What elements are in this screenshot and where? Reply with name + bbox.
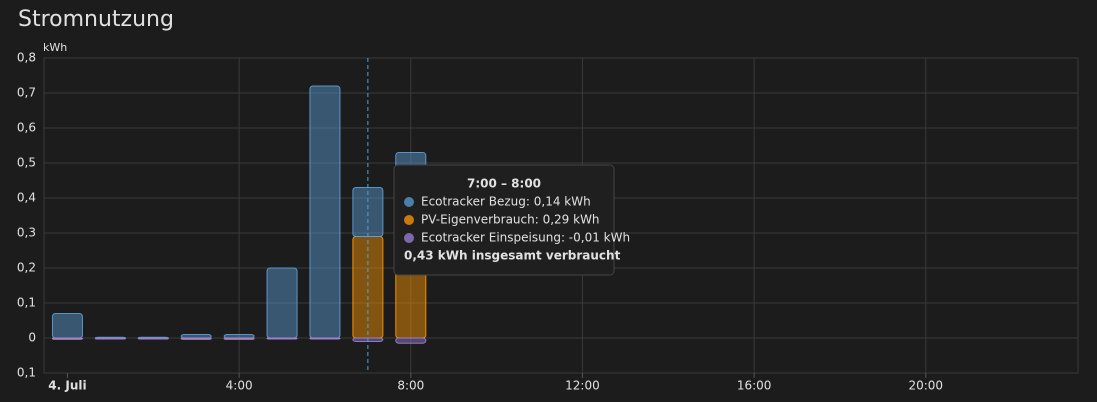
y-tick-label: 0,5 — [17, 156, 36, 170]
bar — [309, 85, 341, 339]
tooltip — [393, 164, 615, 276]
y-tick-label: 0,1 — [17, 296, 36, 310]
x-tick-label: 16:00 — [737, 379, 772, 393]
bar — [352, 236, 384, 339]
y-tick-label: 0,7 — [17, 86, 36, 100]
plot: 0,1 0 0,1 0,2 0,3 0,4 0,5 0,6 0,7 0,8 4. Juli 4:00 8… — [17, 51, 1079, 393]
tooltip-row: Ecotracker Bezug: 0,14 kWh — [421, 195, 591, 209]
tooltip-row: Ecotracker Einspeisung: -0,01 kWh — [421, 231, 630, 245]
bar — [94, 337, 126, 340]
y-unit: kWh — [43, 41, 67, 54]
y-tick-label: 0,3 — [17, 226, 36, 240]
tooltip-row: PV-Eigenverbrauch: 0,29 kWh — [421, 213, 600, 227]
y-tick-label: 0,8 — [17, 51, 36, 65]
tooltip-title: 7:00 – 8:00 — [467, 177, 541, 191]
y-tick-label: 0,2 — [17, 261, 36, 275]
y-tick-label: 0,4 — [17, 191, 36, 205]
bar — [51, 337, 83, 340]
bar — [223, 337, 255, 340]
bar — [223, 334, 255, 339]
x-tick-label: 4:00 — [226, 379, 253, 393]
x-tick-label: 4. Juli — [48, 379, 86, 393]
x-tick-label: 8:00 — [397, 379, 424, 393]
bar — [266, 337, 298, 340]
y-tick-label: 0,1 — [17, 366, 36, 380]
x-tick-label: 20:00 — [908, 379, 943, 393]
x-tick-label: 12:00 — [565, 379, 600, 393]
bar — [309, 337, 341, 340]
bar — [266, 267, 298, 339]
y-tick-label: 0 — [28, 331, 36, 345]
bar — [51, 313, 83, 339]
tooltip-dot — [404, 215, 414, 225]
bar — [395, 337, 427, 344]
bar — [137, 337, 169, 340]
tooltip-dot — [404, 233, 414, 243]
tooltip-total: 0,43 kWh insgesamt verbraucht — [404, 249, 621, 263]
tooltip-dot — [404, 197, 414, 207]
bar — [180, 337, 212, 340]
y-tick-label: 0,6 — [17, 121, 36, 135]
bar — [180, 334, 212, 339]
card-title: Stromnutzung — [18, 7, 174, 32]
